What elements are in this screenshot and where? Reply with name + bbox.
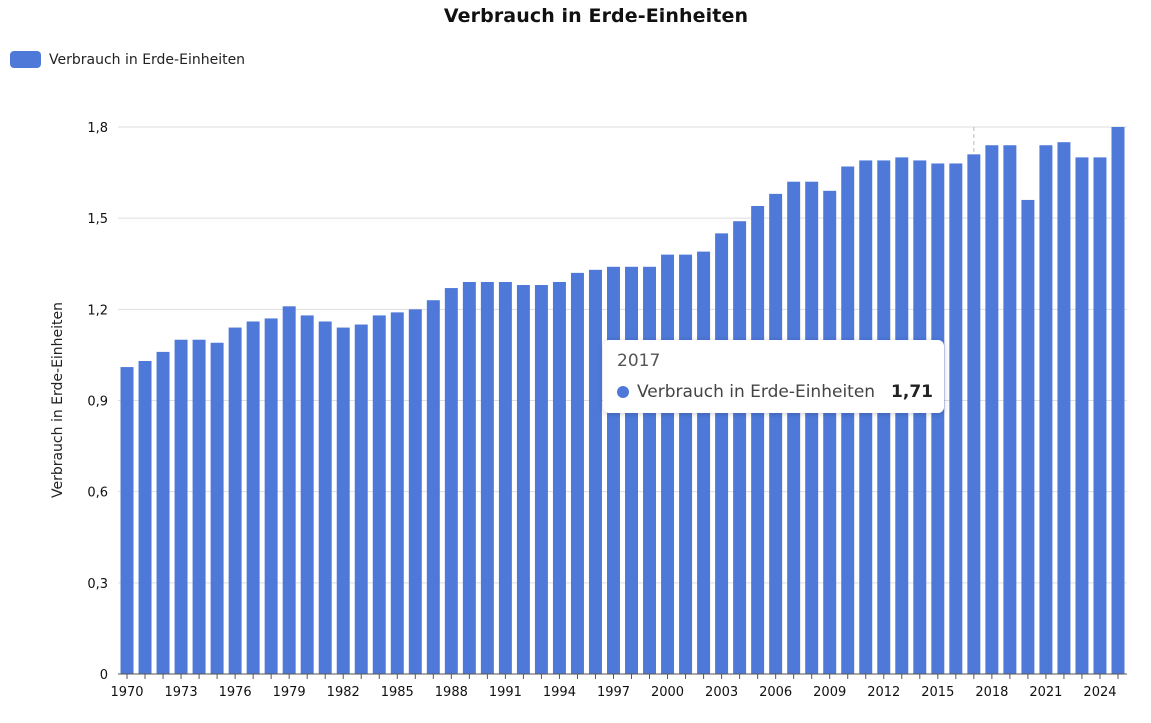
bar bbox=[462, 281, 476, 674]
bar bbox=[1093, 157, 1107, 674]
bar bbox=[480, 281, 494, 674]
y-tick-label: 0,3 bbox=[87, 577, 108, 592]
x-tick-label: 2003 bbox=[705, 685, 738, 700]
bar bbox=[138, 360, 152, 674]
legend-label[interactable]: Verbrauch in Erde-Einheiten bbox=[49, 51, 246, 68]
bar bbox=[625, 266, 638, 674]
bar bbox=[210, 342, 224, 674]
bar bbox=[733, 221, 747, 674]
bar bbox=[895, 157, 909, 674]
bar bbox=[661, 254, 675, 674]
bar bbox=[1039, 145, 1053, 674]
x-tick-label: 1997 bbox=[597, 685, 630, 700]
bar bbox=[246, 321, 260, 674]
tooltip: 2017 Verbrauch in Erde-Einheiten 1,71 bbox=[603, 340, 944, 413]
bar bbox=[823, 190, 837, 675]
bar bbox=[408, 309, 422, 674]
bar bbox=[534, 285, 548, 674]
x-tick-label: 1988 bbox=[435, 685, 468, 700]
bar bbox=[372, 315, 386, 674]
tooltip-series-dot bbox=[617, 386, 629, 398]
bar bbox=[318, 321, 332, 674]
bar bbox=[643, 266, 657, 674]
bar bbox=[607, 266, 620, 674]
x-tick-label: 2012 bbox=[867, 685, 900, 700]
bar-layer bbox=[120, 127, 1125, 675]
bar bbox=[769, 193, 783, 674]
bar bbox=[570, 272, 584, 674]
x-tick-label: 1994 bbox=[543, 685, 576, 700]
y-tick-label: 1,8 bbox=[87, 121, 108, 136]
y-tick-label: 0 bbox=[100, 668, 108, 683]
x-tick-label: 2024 bbox=[1083, 685, 1116, 700]
bar bbox=[192, 339, 206, 674]
y-tick-label: 0,9 bbox=[87, 395, 108, 410]
bar bbox=[498, 281, 512, 674]
y-tick-label: 1,2 bbox=[87, 303, 108, 318]
bar bbox=[282, 306, 296, 674]
x-tick-label: 2018 bbox=[975, 685, 1008, 700]
x-tick-label: 1973 bbox=[165, 685, 198, 700]
bar bbox=[985, 145, 999, 674]
bar bbox=[967, 154, 981, 675]
x-tick-label: 1970 bbox=[110, 685, 143, 700]
bar bbox=[931, 163, 945, 674]
bar bbox=[156, 351, 170, 674]
x-tick-label: 2021 bbox=[1029, 685, 1062, 700]
x-tick-label: 1979 bbox=[273, 685, 306, 700]
y-tick-label: 0,6 bbox=[87, 486, 108, 501]
bar bbox=[841, 166, 855, 674]
tooltip-category: 2017 bbox=[617, 351, 661, 371]
legend-swatch[interactable] bbox=[10, 51, 41, 68]
bar bbox=[1021, 199, 1035, 674]
bar bbox=[336, 327, 350, 674]
tooltip-value: 1,71 bbox=[891, 382, 933, 402]
bar bbox=[390, 312, 404, 674]
bar bbox=[805, 181, 819, 674]
x-tick-label: 1985 bbox=[381, 685, 414, 700]
bar bbox=[354, 324, 368, 674]
bar bbox=[552, 281, 566, 674]
bar bbox=[697, 251, 711, 674]
bar bbox=[751, 206, 765, 674]
bar bbox=[264, 318, 278, 674]
bar bbox=[588, 269, 602, 674]
chart-title: Verbrauch in Erde-Einheiten bbox=[443, 5, 749, 27]
bar bbox=[949, 163, 963, 674]
x-tick-label: 2015 bbox=[921, 685, 954, 700]
bar bbox=[228, 327, 242, 674]
bar bbox=[1075, 157, 1089, 674]
bar bbox=[679, 254, 693, 674]
bar bbox=[516, 285, 530, 674]
x-tick-label: 2000 bbox=[651, 685, 684, 700]
x-tick-label: 2009 bbox=[813, 685, 846, 700]
bar bbox=[1003, 145, 1017, 674]
bar bbox=[877, 160, 891, 674]
bar bbox=[913, 160, 927, 674]
axis-layer: 0 0,3 0,6 0,9 1,2 1,5 1,8 1970 1973 1976 1979 1982 1… bbox=[87, 121, 1127, 700]
tooltip-row: Verbrauch in Erde-Einheiten 1,71 bbox=[617, 382, 933, 402]
bar bbox=[787, 181, 801, 674]
bar bbox=[1057, 142, 1071, 674]
bar bbox=[444, 288, 458, 674]
x-tick-label: 1976 bbox=[219, 685, 252, 700]
bar bbox=[120, 367, 134, 674]
tooltip-series-name: Verbrauch in Erde-Einheiten bbox=[637, 382, 876, 402]
y-tick-label: 1,5 bbox=[87, 212, 108, 227]
x-tick-label: 2006 bbox=[759, 685, 792, 700]
bar bbox=[1111, 127, 1125, 674]
bar bbox=[715, 233, 729, 674]
x-tick-label: 1982 bbox=[327, 685, 360, 700]
bar bbox=[300, 315, 314, 674]
bar bbox=[174, 339, 188, 674]
legend[interactable]: Verbrauch in Erde-Einheiten bbox=[10, 51, 245, 68]
bar bbox=[426, 300, 440, 674]
bar bbox=[859, 160, 873, 674]
x-tick-label: 1991 bbox=[489, 685, 522, 700]
